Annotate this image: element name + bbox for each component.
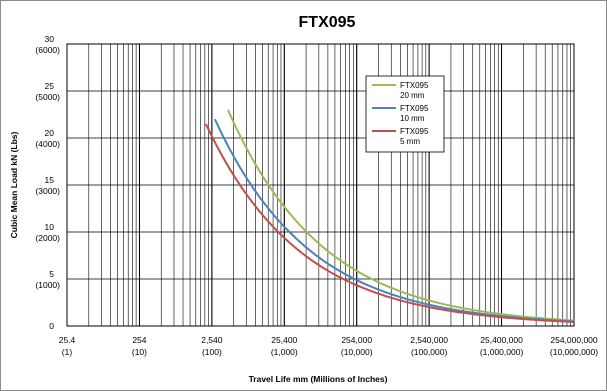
legend-entry-1: 10 mm [400,114,425,123]
y-tick-label: 25 [45,81,55,91]
y-tick-label: 10 [45,222,55,232]
x-tick-sublabel: (10,000) [341,347,373,357]
x-tick-label: 254,000 [341,335,372,345]
x-tick-sublabel: (10,000,000) [550,347,598,357]
y-tick-label: 15 [45,175,55,185]
x-tick-sublabel: (1,000,000) [480,347,524,357]
x-tick-label: 25,400 [271,335,297,345]
plot-border [66,43,575,327]
y-tick-sublabel: (3000) [35,186,60,196]
legend-box [365,75,445,153]
x-tick-label: 25,400,000 [480,335,523,345]
y-tick-sublabel: (1000) [35,280,60,290]
x-tick-sublabel: (100,000) [411,347,448,357]
x-axis-label: Travel Life mm (Millions of Inches) [249,374,388,384]
y-axis-label: Cubic Mean Load kN (Lbs) [9,131,19,238]
grid [66,43,575,327]
axes: 25.4 (1) 254 (10) 2,540 (100) 25,400 (1,000) 254… [35,34,598,357]
chart-title: FTX095 [299,14,356,31]
legend-entry-1: FTX095 [400,104,429,113]
y-tick-sublabel: (4000) [35,139,60,149]
y-tick-label: 5 [49,269,54,279]
legend-entry-2: FTX095 [400,127,429,136]
y-tick-sublabel: (6000) [35,45,60,55]
y-tick-label: 0 [49,321,54,331]
x-tick-sublabel: (1) [62,347,73,357]
y-tick-label: 30 [45,34,55,44]
x-tick-label: 2,540 [201,335,223,345]
x-tick-label: 25.4 [59,335,76,345]
y-tick-sublabel: (2000) [35,233,60,243]
x-tick-sublabel: (1,000) [271,347,298,357]
y-tick-sublabel: (5000) [35,92,60,102]
series-lines [204,109,575,323]
legend-entry-0: FTX095 [400,81,429,90]
x-tick-label: 254,000,000 [550,335,598,345]
series-line-0 [227,109,575,322]
x-tick-sublabel: (100) [202,347,222,357]
x-tick-sublabel: (10) [132,347,147,357]
x-tick-label: 254 [132,335,146,345]
y-tick-label: 20 [45,128,55,138]
legend-entry-2: 5 mm [400,137,420,146]
series-line-2 [204,123,575,323]
x-tick-label: 2,540,000 [410,335,448,345]
legend-entry-0: 20 mm [400,91,425,100]
